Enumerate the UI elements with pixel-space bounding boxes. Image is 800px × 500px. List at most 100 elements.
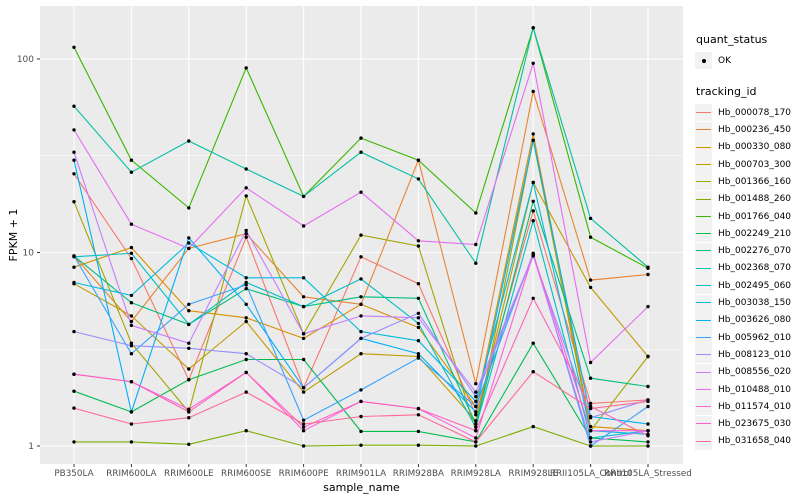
data-point [588,436,593,440]
data-point [416,321,421,326]
data-point [72,200,76,204]
legend-line-icon [696,250,711,252]
legend-item-label: Hb_008556_020 [718,367,792,378]
data-point [588,216,593,221]
legend-line-icon [696,215,711,217]
data-point [416,443,421,447]
legend-key-swatch [695,121,712,139]
legend-item: Hb_002276_070 [695,242,799,260]
data-point [474,419,478,423]
data-point [359,429,363,434]
data-point [129,222,134,226]
legend-key-swatch [695,259,712,277]
data-point [187,367,191,371]
data-point [416,296,421,300]
legend-item-label: Hb_000330_080 [718,142,792,153]
legend-line-icon [696,336,711,338]
legend-key-swatch [695,363,712,381]
data-point [588,376,593,380]
legend-item-label: OK [718,55,731,66]
data-point [359,295,363,299]
data-point [359,302,363,306]
legend-key-swatch [695,225,712,243]
legend-line-icon [696,146,711,148]
data-point [646,422,650,426]
data-point [187,416,191,420]
data-point [531,26,535,30]
data-point [416,316,421,320]
data-point [359,443,363,447]
legend-line-icon [696,112,711,114]
y-tick-label: 10 [23,249,35,259]
data-point [416,311,421,315]
data-point [588,285,593,290]
data-point [416,406,421,411]
legend-item: Hb_001766_040 [695,208,799,226]
data-point [646,304,650,309]
data-point [72,158,76,162]
data-point [474,394,478,399]
data-point [244,302,248,306]
legend-item: Hb_002368_070 [695,259,799,277]
y-tick-label: 100 [17,55,34,65]
data-point [646,384,650,389]
legend-line-icon [696,319,711,321]
legend-line-icon [696,440,711,442]
legend-line-icon [696,129,711,131]
legend-key-swatch [695,173,712,191]
legend-key-swatch [695,104,712,122]
data-point [301,425,306,429]
legend-item-label: Hb_000703_300 [718,159,792,170]
data-point [301,418,306,422]
legend: quant_status OK tracking_id Hb_000078_17… [695,33,799,450]
data-point [588,416,593,420]
data-point [72,440,76,444]
data-point [244,167,248,171]
data-point [129,158,134,162]
data-point [301,429,306,433]
data-point [531,341,535,345]
legend-item-label: Hb_023675_030 [718,419,792,430]
data-point [646,440,650,444]
data-point [301,332,306,336]
data-point [359,233,363,237]
data-point [129,256,134,261]
data-point [474,429,478,433]
data-point [531,370,535,374]
data-point [301,386,306,390]
legend-item: Hb_031658_040 [695,432,799,450]
data-point [244,194,248,198]
legend-item: Hb_003626_080 [695,311,799,329]
data-point [244,228,248,233]
data-point [187,302,191,306]
ok-point-swatch [695,52,712,69]
data-point [187,378,191,382]
data-point [474,425,478,429]
data-point [359,277,363,281]
data-point [531,132,535,136]
data-point [359,190,363,194]
data-point [129,341,134,345]
data-point [301,276,306,280]
data-point [129,410,134,414]
data-point [72,372,76,376]
data-point [72,172,76,176]
data-point [474,444,478,448]
legend-key-swatch [695,156,712,174]
axes: 1 10 100 PB350LA RRIM600LA RRIM600LE RRIM600SE… [17,55,692,479]
data-point [474,410,478,414]
data-point [416,429,421,434]
y-tick-label: 1 [28,442,34,452]
data-point [301,336,306,341]
x-tick-label: RRIM928LE [508,469,558,479]
legend-item: Hb_023675_030 [695,415,799,433]
data-point [129,314,134,318]
legend-item: Hb_000236_450 [695,121,799,139]
data-point [301,390,306,394]
data-point [301,444,306,448]
legend-item-label: Hb_002495_060 [718,280,792,291]
data-point [359,314,363,318]
data-point [416,352,421,356]
legend-line-icon [696,354,711,356]
